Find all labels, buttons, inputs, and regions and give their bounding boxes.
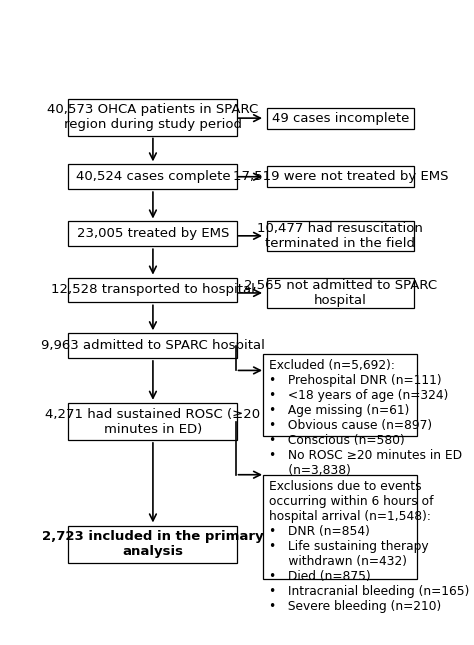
FancyBboxPatch shape: [263, 475, 418, 579]
Text: 2,565 not admitted to SPARC
hospital: 2,565 not admitted to SPARC hospital: [244, 279, 437, 307]
Text: 17,519 were not treated by EMS: 17,519 were not treated by EMS: [233, 170, 448, 183]
FancyBboxPatch shape: [267, 108, 414, 128]
Text: 2,723 included in the primary
analysis: 2,723 included in the primary analysis: [42, 530, 264, 559]
Text: 23,005 treated by EMS: 23,005 treated by EMS: [77, 227, 229, 241]
Text: 40,524 cases complete: 40,524 cases complete: [76, 170, 230, 183]
Text: Exclusions due to events
occurring within 6 hours of
hospital arrival (n=1,548):: Exclusions due to events occurring withi…: [269, 480, 469, 613]
FancyBboxPatch shape: [68, 221, 237, 246]
FancyBboxPatch shape: [68, 164, 237, 189]
Text: 9,963 admitted to SPARC hospital: 9,963 admitted to SPARC hospital: [41, 339, 265, 352]
Text: 49 cases incomplete: 49 cases incomplete: [272, 112, 409, 124]
FancyBboxPatch shape: [68, 333, 237, 358]
Text: 10,477 had resuscitation
terminated in the field: 10,477 had resuscitation terminated in t…: [257, 222, 423, 250]
FancyBboxPatch shape: [263, 354, 418, 436]
FancyBboxPatch shape: [68, 277, 237, 303]
Text: 40,573 OHCA patients in SPARC
region during study period: 40,573 OHCA patients in SPARC region dur…: [47, 103, 258, 131]
FancyBboxPatch shape: [68, 99, 237, 135]
Text: 12,528 transported to hospital: 12,528 transported to hospital: [51, 283, 255, 297]
Text: 4,271 had sustained ROSC (≥20
minutes in ED): 4,271 had sustained ROSC (≥20 minutes in…: [46, 408, 261, 435]
FancyBboxPatch shape: [68, 526, 237, 563]
Text: Excluded (n=5,692):
•   Prehospital DNR (n=111)
•   <18 years of age (n=324)
•  : Excluded (n=5,692): • Prehospital DNR (n…: [269, 359, 462, 477]
FancyBboxPatch shape: [267, 166, 414, 187]
FancyBboxPatch shape: [267, 278, 414, 308]
FancyBboxPatch shape: [68, 403, 237, 440]
FancyBboxPatch shape: [267, 221, 414, 251]
